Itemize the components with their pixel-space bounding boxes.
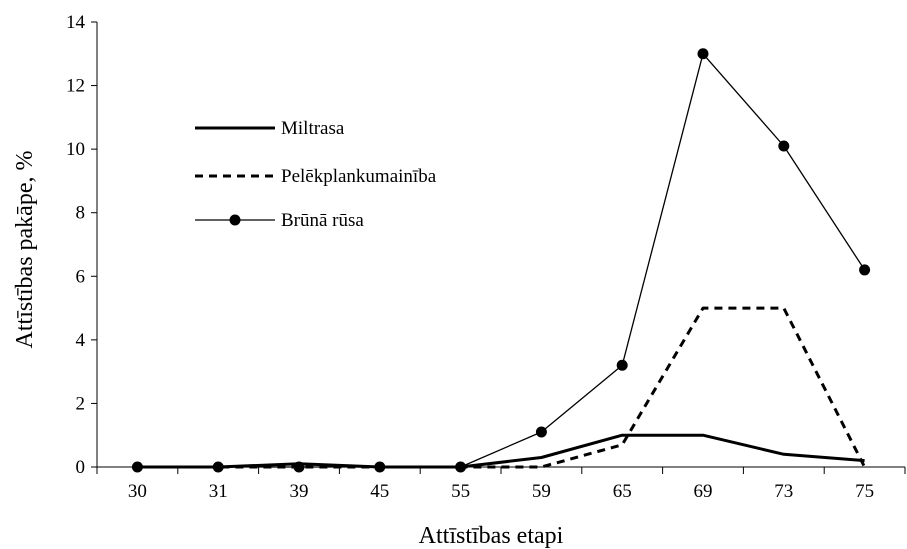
- x-tick-label: 39: [290, 481, 309, 502]
- y-tick-label: 8: [76, 203, 86, 224]
- y-tick-label: 14: [66, 12, 86, 33]
- legend-item: Pelēkplankumainība: [195, 166, 437, 187]
- y-axis-title: Attīstības pakāpe, %: [12, 151, 38, 349]
- series-line: [137, 433, 865, 469]
- data-point: [374, 461, 386, 473]
- x-tick-label: 73: [774, 481, 793, 502]
- legend-label: Pelēkplankumainība: [281, 166, 437, 187]
- y-tick-label: 2: [76, 393, 86, 414]
- data-point: [778, 140, 790, 152]
- data-point: [616, 359, 628, 371]
- series-line: [137, 306, 866, 469]
- series-1: [137, 433, 865, 469]
- data-point: [293, 461, 305, 473]
- x-tick-label: 45: [370, 481, 389, 502]
- series-2: [137, 306, 866, 469]
- legend-label: Miltrasa: [281, 118, 345, 139]
- series-3: [131, 48, 871, 473]
- legend: Miltrasa Pelēkplankumainība Brūnā rūsa: [195, 118, 437, 231]
- x-tick-label: 59: [532, 481, 551, 502]
- x-axis-title: Attīstības etapi: [419, 523, 564, 549]
- y-tick-label: 4: [76, 330, 86, 351]
- x-tick-label: 31: [209, 481, 228, 502]
- data-point: [212, 461, 224, 473]
- x-tick-label: 65: [613, 481, 632, 502]
- x-tick-label: 75: [855, 481, 874, 502]
- series-layer: [131, 48, 871, 473]
- y-tick-label: 10: [66, 139, 85, 160]
- legend-item: Brūnā rūsa: [195, 210, 364, 231]
- x-tick-label: 69: [694, 481, 713, 502]
- series-line: [137, 53, 866, 468]
- x-ticks: 30 31 39 45 55 59 65 69 73 75: [96, 467, 906, 502]
- data-point: [535, 426, 547, 438]
- data-point: [131, 461, 143, 473]
- legend-label: Brūnā rūsa: [281, 210, 364, 231]
- axes: [96, 22, 905, 468]
- legend-marker: [229, 214, 241, 226]
- data-point: [859, 264, 871, 276]
- x-tick-label: 55: [451, 481, 470, 502]
- y-tick-label: 12: [66, 76, 85, 97]
- legend-item: Miltrasa: [195, 118, 345, 139]
- y-tick-label: 0: [76, 457, 86, 478]
- y-ticks: 0 2 4 6 8 10 12 14: [66, 12, 97, 478]
- x-tick-label: 30: [128, 481, 147, 502]
- data-point: [455, 461, 467, 473]
- data-point: [697, 48, 709, 60]
- y-tick-label: 6: [76, 266, 86, 287]
